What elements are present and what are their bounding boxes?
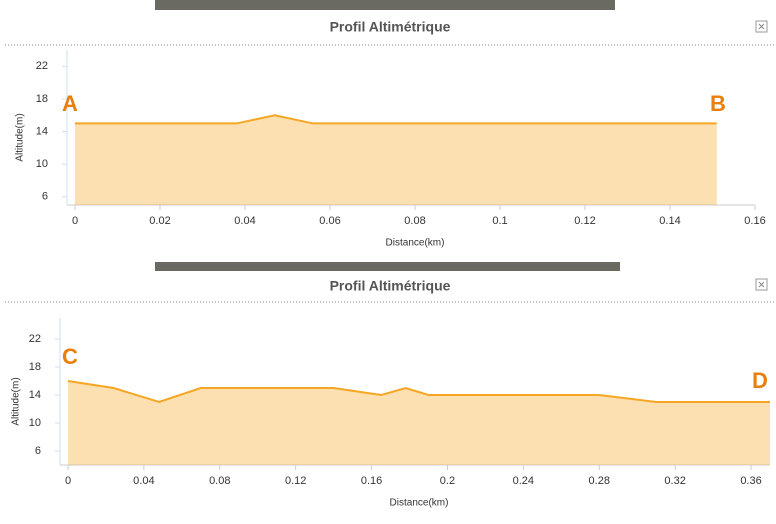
chart-title: Profil Altimétrique	[330, 19, 451, 35]
x-tick-label: 0.1	[492, 215, 507, 227]
x-tick-label: 0.14	[659, 215, 680, 227]
y-tick-label: 14	[36, 125, 48, 137]
y-tick-label: 18	[36, 93, 48, 105]
x-tick-label: 0.08	[209, 475, 230, 487]
x-tick-label: 0.12	[285, 475, 306, 487]
x-tick-label: 0.16	[361, 475, 382, 487]
x-axis-label: Distance(km)	[390, 498, 449, 509]
x-tick-label: 0.08	[404, 215, 425, 227]
x-tick-label: 0.02	[149, 215, 170, 227]
profile-panels: Profil Altimétrique 6 10 14 18 22 0 0.02 0.04 0.0…	[0, 0, 776, 519]
x-tick-label: 0.28	[589, 475, 610, 487]
close-button[interactable]	[756, 279, 767, 290]
profile-line	[75, 115, 717, 123]
y-tick-label: 10	[29, 417, 41, 429]
x-tick-label: 0.12	[574, 215, 595, 227]
end-marker: B	[710, 91, 726, 116]
x-tick-label: 0.24	[513, 475, 534, 487]
x-tick-label: 0	[65, 475, 71, 487]
area-fill	[68, 381, 770, 465]
y-tick-label: 22	[36, 60, 48, 72]
start-marker: C	[62, 344, 78, 369]
close-button[interactable]	[756, 21, 767, 32]
start-marker: A	[62, 91, 78, 116]
end-marker: D	[752, 368, 768, 393]
x-tick-label: 0	[72, 215, 78, 227]
y-tick-label: 10	[36, 158, 48, 170]
y-tick-label: 22	[29, 333, 41, 345]
chart-title: Profil Altimétrique	[330, 278, 451, 294]
map-strip	[155, 262, 620, 271]
x-tick-label: 0.04	[133, 475, 154, 487]
y-tick-label: 6	[42, 191, 48, 203]
map-strip	[155, 0, 615, 10]
y-axis-label: Altitude(m)	[15, 113, 26, 161]
area-fill	[75, 115, 717, 205]
x-axis-label: Distance(km)	[386, 238, 445, 249]
x-tick-label: 0.2	[440, 475, 455, 487]
y-tick-label: 14	[29, 389, 41, 401]
x-tick-label: 0.16	[744, 215, 765, 227]
y-tick-label: 18	[29, 361, 41, 373]
x-tick-label: 0.36	[740, 475, 761, 487]
y-tick-label: 6	[35, 445, 41, 457]
x-tick-label: 0.32	[664, 475, 685, 487]
y-axis-label: Altitude(m)	[11, 377, 22, 425]
x-tick-label: 0.04	[234, 215, 255, 227]
x-tick-label: 0.06	[319, 215, 340, 227]
